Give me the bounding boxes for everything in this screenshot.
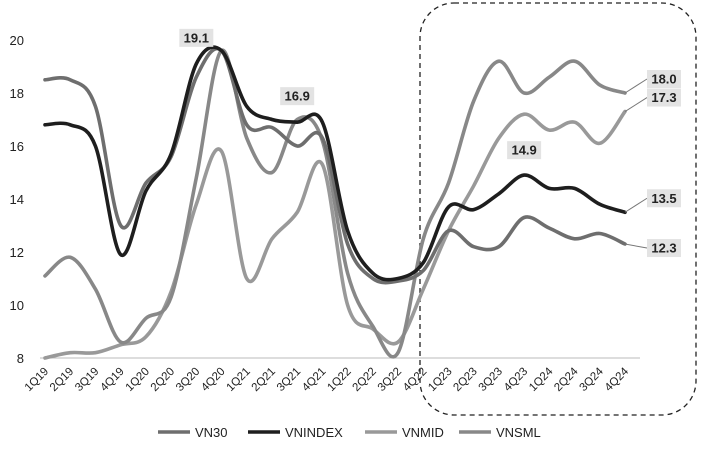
series-lines <box>43 45 627 360</box>
x-tick-label: 3Q23 <box>477 366 505 394</box>
y-tick-label: 14 <box>10 192 24 207</box>
x-tick-label: 4Q22 <box>401 366 429 394</box>
callout-label: 18.0 <box>651 72 676 87</box>
series-line-vnsml <box>43 48 627 359</box>
legend-item: VNSML <box>459 425 541 440</box>
legend-label: VNSML <box>496 425 541 440</box>
y-tick-label: 8 <box>17 351 24 366</box>
x-tick-label: 3Q19 <box>73 366 101 394</box>
callout-box <box>179 28 214 47</box>
legend-label: VNMID <box>402 425 444 440</box>
legend-item: VNMID <box>365 425 444 440</box>
callout-leader <box>624 78 648 94</box>
callout: 13.5 <box>624 189 681 213</box>
callout-label: 19.1 <box>184 30 209 45</box>
x-tick-label: 3Q21 <box>275 366 303 394</box>
x-tick-label: 1Q19 <box>23 366 51 394</box>
callout-leader <box>624 97 648 112</box>
callout-label: 14.9 <box>511 143 536 158</box>
x-tick-label: 1Q22 <box>325 366 353 394</box>
callout: 18.0 <box>624 70 681 94</box>
x-tick-label: 2Q23 <box>451 366 479 394</box>
series-line-vn30 <box>43 46 627 285</box>
callout: 16.9 <box>280 87 315 106</box>
legend: VN30 VNINDEX VNMID VNSML <box>158 425 541 440</box>
callout-leader <box>624 197 648 213</box>
x-tick-label: 3Q24 <box>578 365 607 394</box>
series-line-vnindex <box>43 45 627 282</box>
x-tick-label: 2Q24 <box>552 365 581 394</box>
x-tick-label: 1Q24 <box>527 365 556 394</box>
legend-label: VN30 <box>195 425 228 440</box>
callout: 19.1 <box>179 28 214 47</box>
callout-leader <box>624 243 648 249</box>
x-tick-label: 2Q21 <box>250 366 278 394</box>
y-axis: 8 10 12 14 16 18 20 <box>10 33 24 366</box>
y-tick-label: 10 <box>10 298 24 313</box>
x-tick-label: 4Q19 <box>98 366 126 394</box>
x-tick-label: 1Q21 <box>224 366 252 394</box>
y-tick-label: 12 <box>10 245 24 260</box>
highlight-box <box>419 2 697 416</box>
callout-box <box>647 189 681 208</box>
x-tick-label: 2Q22 <box>351 366 379 394</box>
callout-label: 17.3 <box>651 90 676 105</box>
x-tick-label: 4Q21 <box>300 366 328 394</box>
y-tick-label: 18 <box>10 86 24 101</box>
x-tick-label: 4Q24 <box>603 365 632 394</box>
legend-item: VNINDEX <box>248 425 343 440</box>
x-axis: 1Q192Q193Q194Q191Q202Q203Q204Q201Q212Q21… <box>23 365 632 394</box>
callout-label: 13.5 <box>651 191 676 206</box>
x-tick-label: 4Q23 <box>502 366 530 394</box>
callout-label: 12.3 <box>651 241 676 256</box>
callout: 14.9 <box>507 141 542 160</box>
x-tick-label: 4Q20 <box>199 366 227 394</box>
callout-box <box>647 70 681 88</box>
callout: 17.3 <box>624 88 681 112</box>
callout-box <box>507 141 542 160</box>
callout-box <box>647 88 681 107</box>
x-tick-label: 3Q22 <box>376 366 404 394</box>
legend-item: VN30 <box>158 425 228 440</box>
y-tick-label: 20 <box>10 33 24 48</box>
series-line-vnmid <box>43 109 627 360</box>
x-tick-label: 2Q20 <box>149 366 177 394</box>
callout-box <box>280 87 315 106</box>
callout: 12.3 <box>624 239 681 258</box>
y-tick-label: 16 <box>10 139 24 154</box>
value-callouts: 19.1 16.9 14.9 18.0 17.3 13.5 12.3 <box>179 28 681 258</box>
x-tick-label: 1Q23 <box>426 366 454 394</box>
x-tick-label: 3Q20 <box>174 366 202 394</box>
x-tick-label: 1Q20 <box>124 366 152 394</box>
legend-label: VNINDEX <box>285 425 343 440</box>
callout-box <box>647 239 681 258</box>
callout-label: 16.9 <box>285 89 310 104</box>
x-tick-label: 2Q19 <box>48 366 76 394</box>
